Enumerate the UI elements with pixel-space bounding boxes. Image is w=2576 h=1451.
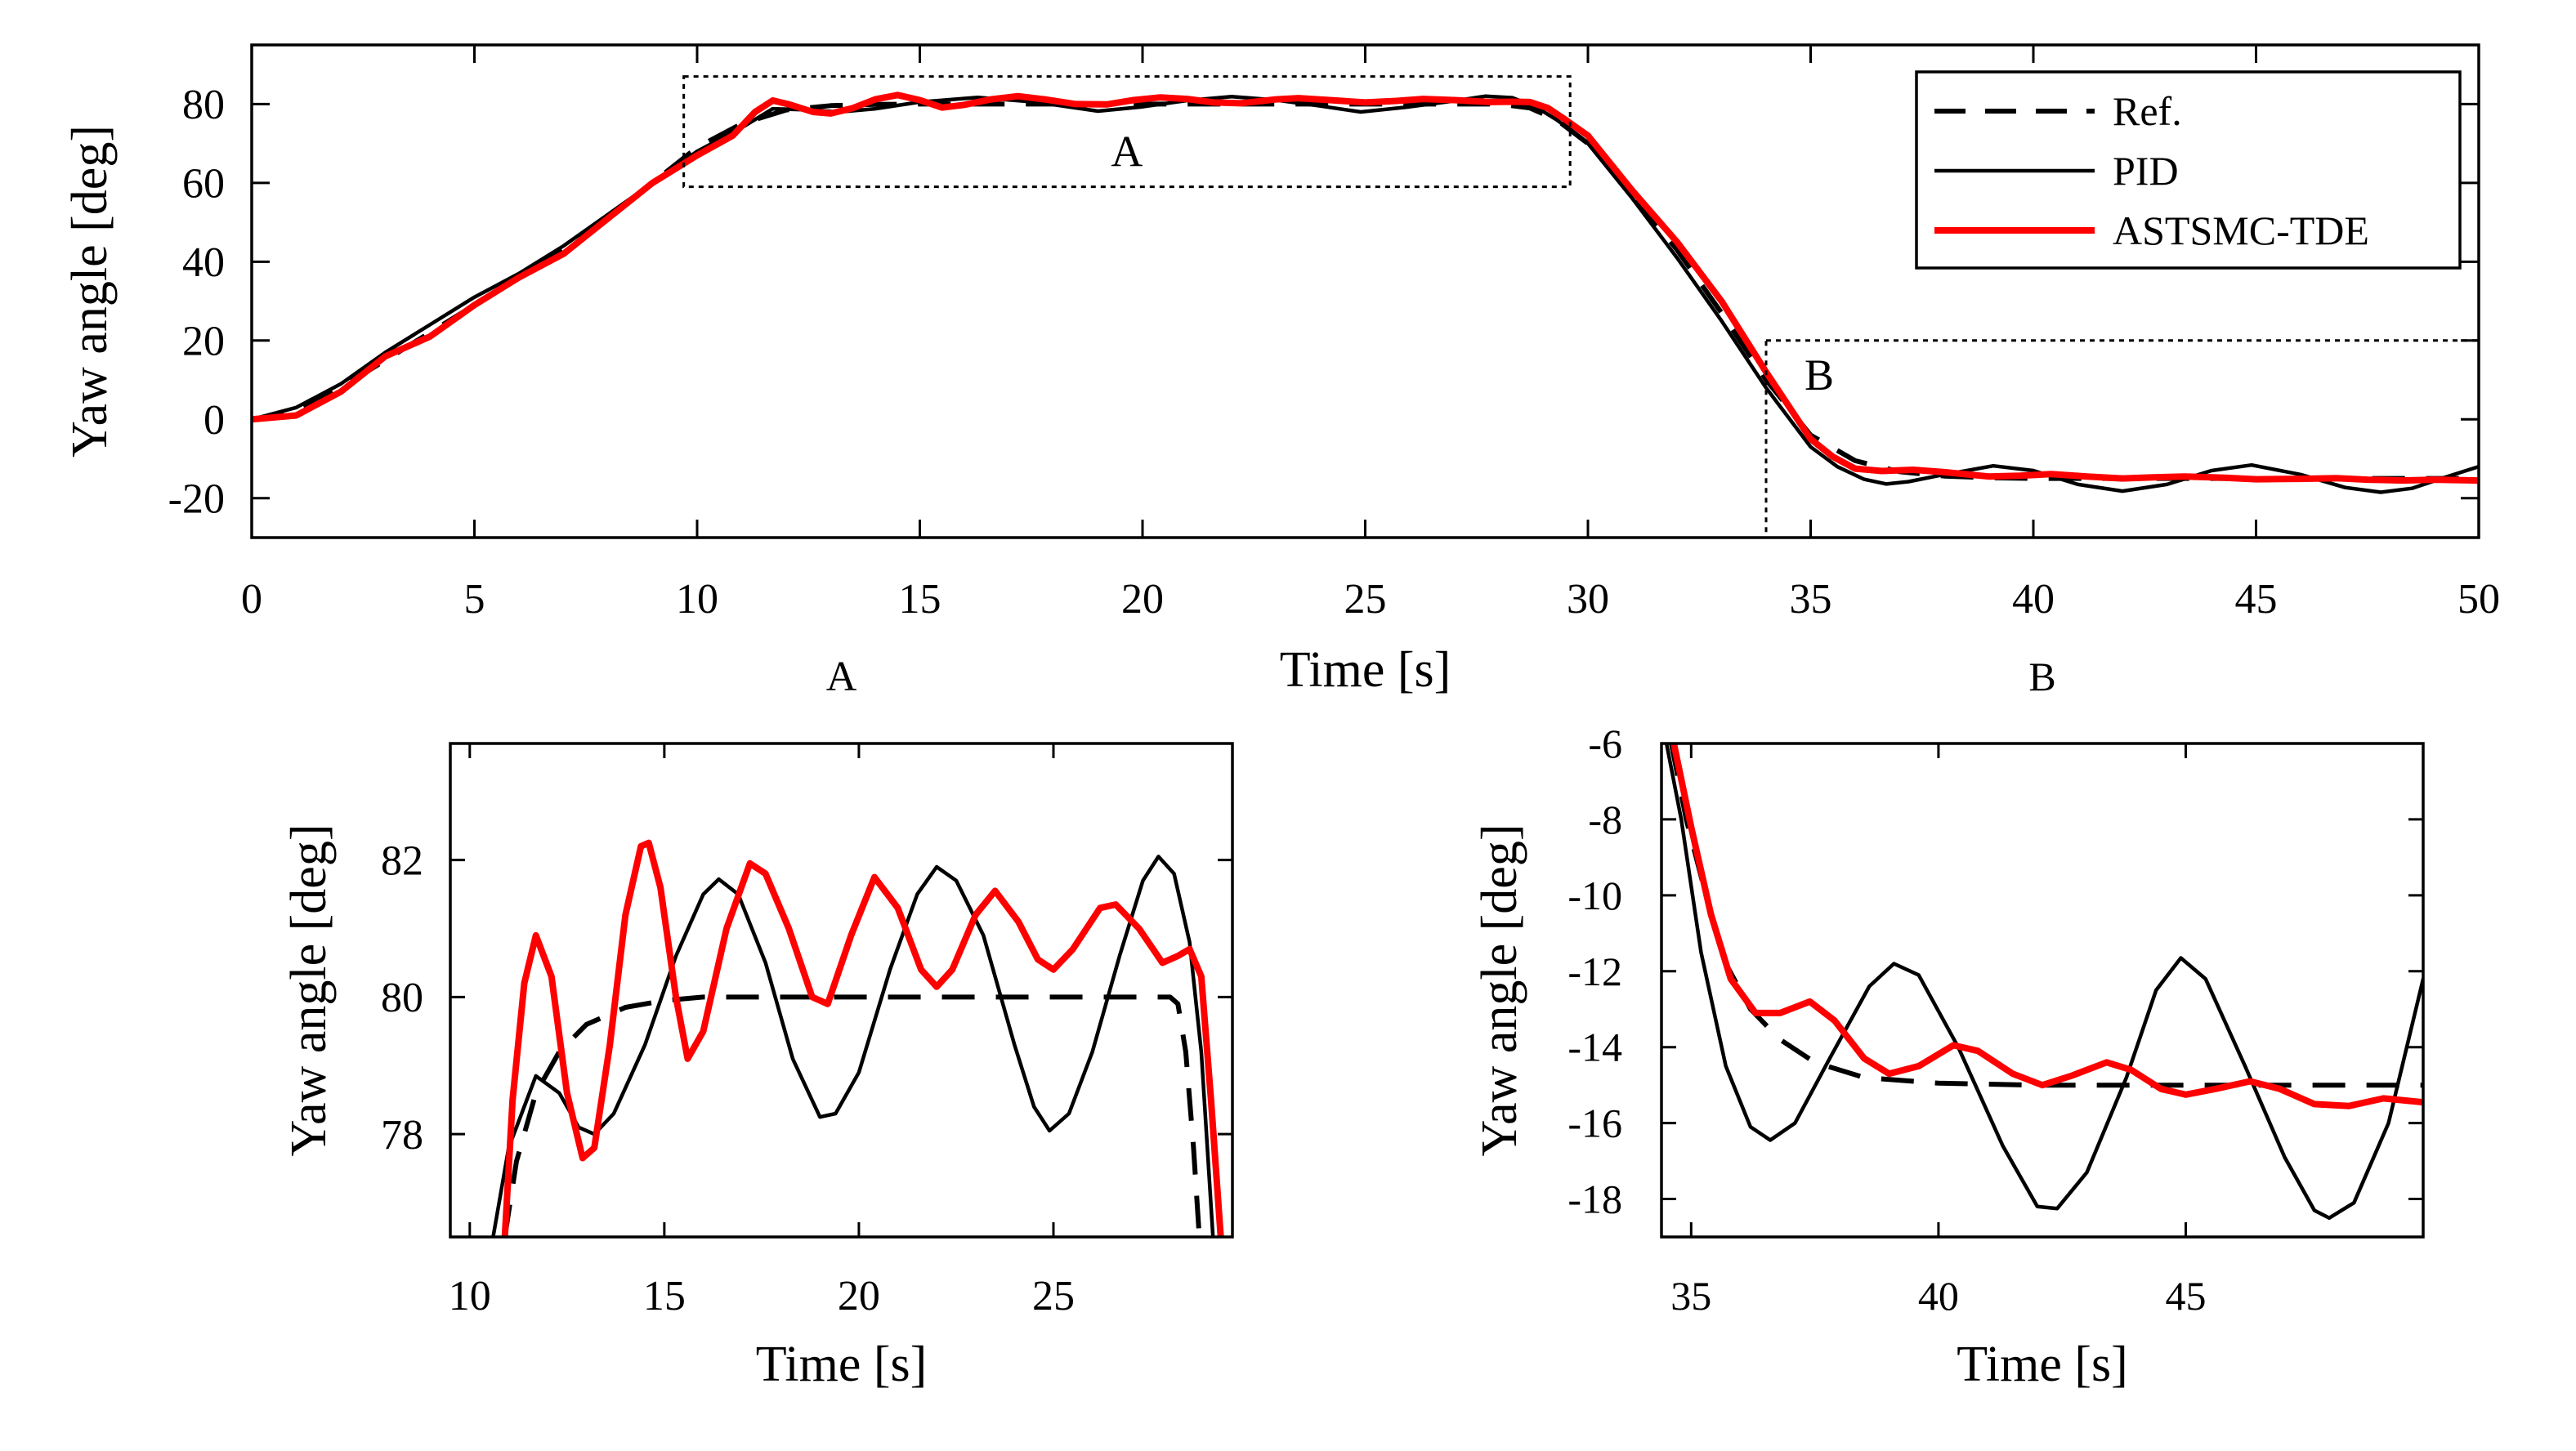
x-tick-label-main: 15 — [899, 576, 941, 623]
y-tick-label-A: 82 — [381, 837, 423, 884]
series-line-astsmc-tde-B — [1670, 743, 2423, 1109]
x-tick-label-A: 25 — [1032, 1273, 1075, 1319]
x-axis-label-main: Time [s] — [1280, 642, 1451, 698]
x-tick-label-main: 45 — [2235, 576, 2278, 623]
x-tick-label-main: 0 — [241, 576, 262, 623]
zoom-box-label-A: A — [1111, 127, 1143, 176]
y-tick-label-main: 60 — [182, 161, 225, 208]
x-tick-label-B: 35 — [1670, 1273, 1711, 1319]
x-axis-label-A: Time [s] — [756, 1337, 928, 1392]
y-tick-label-A: 80 — [381, 975, 423, 1021]
x-tick-label-main: 10 — [676, 576, 718, 623]
x-tick-label-main: 20 — [1121, 576, 1164, 623]
y-axis-label-A: Yaw angle [deg] — [281, 824, 337, 1157]
y-axis-label-B: Yaw angle [deg] — [1472, 824, 1527, 1157]
x-tick-label-main: 25 — [1344, 576, 1387, 623]
zoom-box-B — [1764, 339, 2480, 539]
plot-area-A — [491, 839, 1224, 1237]
y-tick-label-B: -16 — [1568, 1101, 1622, 1146]
y-tick-label-A: 78 — [381, 1112, 423, 1159]
legend-label-astsmc-tde: ASTSMC-TDE — [2113, 208, 2369, 253]
y-tick-label-B: -6 — [1588, 721, 1622, 766]
series-line-pid-B — [1664, 743, 2423, 1221]
zoom-box-label-B: B — [1805, 350, 1834, 400]
x-axis-label-B: Time [s] — [1957, 1337, 2128, 1392]
x-tick-label-main: 5 — [464, 576, 485, 623]
y-tick-label-main: 20 — [182, 318, 225, 364]
x-tick-label-A: 20 — [838, 1273, 880, 1319]
series-line-ref--B — [1669, 743, 2423, 1088]
legend: Ref. PID ASTSMC-TDE — [1915, 70, 2462, 270]
legend-label-pid: PID — [2113, 148, 2179, 194]
axes-frame-A — [449, 742, 1234, 1239]
x-tick-label-main: 50 — [2457, 576, 2500, 623]
series-line-pid-A — [491, 855, 1215, 1237]
x-tick-label-main: 40 — [2012, 576, 2055, 623]
series-line-astsmc-tde-A — [501, 839, 1224, 1237]
chart-title-A: A — [826, 654, 857, 700]
y-tick-label-B: -12 — [1568, 949, 1622, 994]
x-tick-label-A: 15 — [643, 1273, 686, 1319]
y-tick-label-main: 0 — [203, 397, 225, 444]
y-tick-label-B: -14 — [1568, 1025, 1622, 1070]
plot-area-main — [252, 92, 2479, 494]
axes-frame-main — [250, 43, 2480, 539]
y-tick-label-main: 40 — [182, 239, 225, 286]
x-tick-label-A: 10 — [449, 1273, 491, 1319]
chart-title-B: B — [2028, 654, 2055, 699]
y-tick-label-B: -10 — [1568, 873, 1622, 918]
x-tick-label-B: 40 — [1918, 1273, 1959, 1319]
series-line-astsmc-tde-main — [252, 92, 2479, 484]
x-tick-label-main: 35 — [1790, 576, 1832, 623]
y-tick-label-B: -8 — [1588, 797, 1622, 842]
y-tick-label-B: -18 — [1568, 1176, 1622, 1222]
series-line-ref--A — [502, 994, 1202, 1237]
zoom-box-A — [682, 75, 1572, 189]
legend-label-ref-: Ref. — [2113, 88, 2182, 134]
plot-area-B — [1664, 743, 2423, 1221]
y-axis-label-main: Yaw angle [deg] — [62, 125, 118, 458]
x-tick-label-main: 30 — [1567, 576, 1609, 623]
x-tick-label-B: 45 — [2166, 1273, 2207, 1319]
y-tick-label-main: -20 — [168, 475, 225, 522]
y-tick-label-main: 80 — [182, 82, 225, 128]
axes-frame-B — [1660, 742, 2425, 1239]
